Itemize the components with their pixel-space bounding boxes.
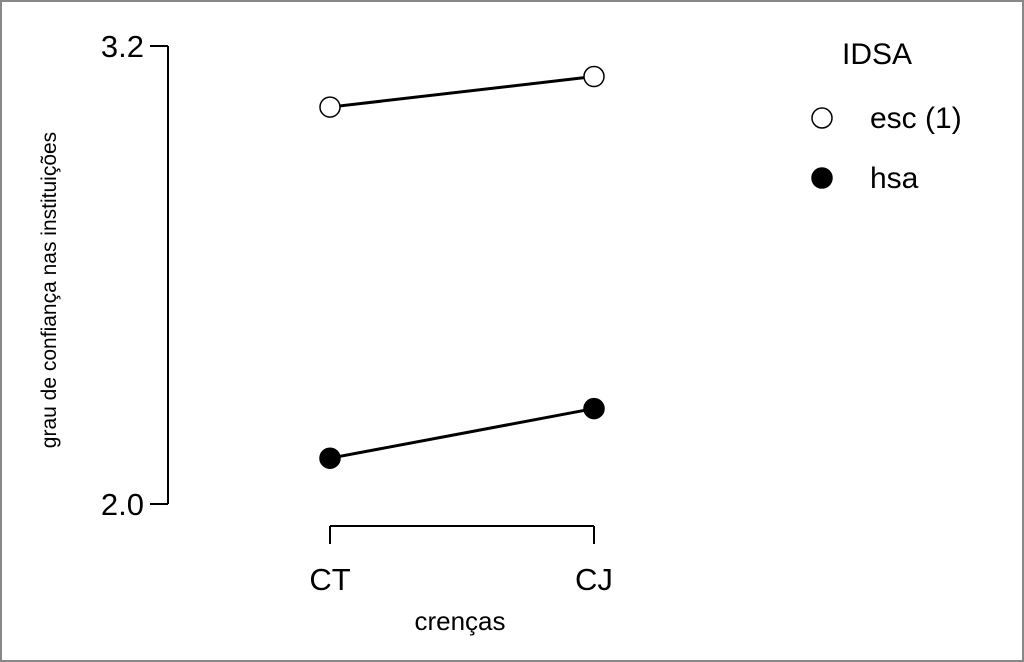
x-axis: CT CJ [309,525,613,597]
legend-marker [811,107,833,129]
legend-label: esc (1) [870,102,962,135]
legend-title: IDSA [842,38,912,71]
series-line [329,75,595,109]
legend: IDSA esc (1) hsa [811,38,962,195]
data-point-open [319,96,341,118]
series-line [329,407,595,460]
y-tick-label: 3.2 [101,29,144,64]
data-point-open [583,65,605,88]
x-tick-label: CJ [575,562,613,597]
y-axis-label: grau de confiança nas instituições [38,132,61,448]
data-point-filled [583,397,605,420]
y-axis: 3.2 2.0 [101,29,169,522]
x-axis-label: crenças [414,606,505,636]
legend-marker [811,167,833,189]
data-point-filled [319,447,341,469]
series-points [319,65,605,469]
legend-label: hsa [870,162,919,195]
x-tick-label: CT [309,562,350,597]
series-lines [329,75,595,460]
y-tick-label: 2.0 [101,487,144,522]
